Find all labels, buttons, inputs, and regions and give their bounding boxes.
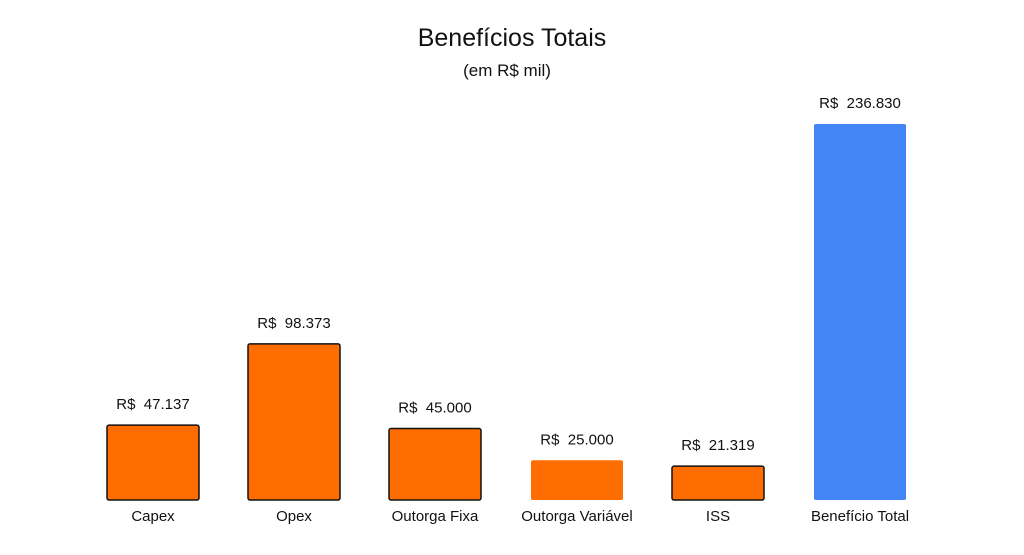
bar-beneficio-total bbox=[814, 124, 906, 500]
bar-iss bbox=[671, 465, 765, 501]
bar-opex bbox=[247, 343, 341, 501]
data-label-outorga-variavel: R$ 25.000 bbox=[540, 431, 613, 448]
x-tick-label-iss: ISS bbox=[706, 508, 730, 525]
bar-outorga-fixa bbox=[388, 427, 482, 501]
data-label-beneficio-total: R$ 236.830 bbox=[819, 95, 901, 112]
chart-subtitle: (em R$ mil) bbox=[463, 61, 551, 80]
data-label-outorga-fixa: R$ 45.000 bbox=[398, 400, 471, 417]
x-tick-label-capex: Capex bbox=[131, 508, 175, 525]
data-label-iss: R$ 21.319 bbox=[681, 437, 754, 454]
chart-title: Benefícios Totais bbox=[417, 24, 607, 52]
x-tick-label-outorga-variavel: Outorga Variável bbox=[521, 508, 632, 525]
x-tick-label-outorga-fixa: Outorga Fixa bbox=[392, 508, 479, 525]
data-label-opex: R$ 98.373 bbox=[257, 315, 330, 332]
x-tick-label-beneficio-total: Benefício Total bbox=[811, 508, 909, 525]
x-tick-label-opex: Opex bbox=[276, 508, 312, 525]
bar-outorga-variavel bbox=[531, 460, 623, 500]
data-label-capex: R$ 47.137 bbox=[116, 396, 189, 413]
bar-capex bbox=[106, 424, 200, 501]
